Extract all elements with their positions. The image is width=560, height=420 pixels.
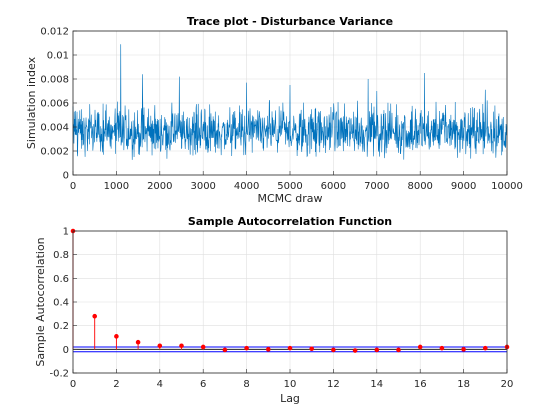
x-tick-label: 16 (414, 379, 427, 390)
y-tick-label: 0.002 (40, 147, 69, 158)
trace-plot-axes: 0 1000 2000 3000 4000 5000 6000 7000 8000 9000 100… (25, 15, 523, 205)
acf-point (114, 334, 119, 339)
acf-point (179, 343, 184, 349)
y-tick-label: 1 (63, 227, 69, 238)
acf-axes: 0 2 4 6 8 10 12 14 16 18 20 -0.200.20.40.60.81 Sam… (34, 215, 513, 405)
x-tick-label: 7000 (364, 181, 389, 192)
y-tick-label: 0.012 (40, 27, 69, 38)
y-tick-label: 0.6 (53, 274, 69, 285)
trace-plot-y-ticks: 0 0.002 0.004 0.006 0.008 0.01 0.012 (40, 27, 77, 182)
x-tick-label: 0 (70, 379, 76, 390)
acf-stems (70, 228, 510, 353)
acf-point (309, 346, 315, 352)
acf-point (461, 347, 466, 352)
acf-point (157, 343, 163, 349)
x-tick-label: 18 (457, 379, 470, 390)
x-tick-label: 4000 (234, 181, 259, 192)
x-tick-label: 12 (327, 379, 340, 390)
x-tick-label: 8 (243, 379, 249, 390)
y-tick-label: 0 (63, 171, 69, 182)
acf-point (222, 347, 228, 353)
acf-point (352, 348, 358, 353)
y-tick-label: 0.2 (53, 321, 69, 332)
acf-point (200, 344, 206, 350)
acf-point (92, 313, 97, 319)
y-tick-label: 0.8 (53, 250, 69, 261)
acf-point (244, 345, 249, 351)
trace-series-line (72, 44, 508, 160)
acf-y-ticks: -0.2 0 0.2 0.4 0.6 0.8 1 (49, 227, 77, 380)
y-tick-label: 0.01 (47, 51, 69, 62)
x-tick-label: 1000 (104, 181, 129, 192)
x-tick-label: 5000 (277, 181, 302, 192)
x-tick-label: 2000 (147, 181, 172, 192)
acf-xlabel: Lag (280, 392, 300, 405)
acf-point (287, 345, 293, 351)
acf-point (439, 345, 445, 351)
y-tick-label: 0 (63, 345, 69, 356)
trace-plot-title: Trace plot - Disturbance Variance (187, 15, 393, 28)
x-tick-label: 20 (501, 379, 514, 390)
acf-point (483, 345, 488, 351)
acf-x-ticks: 0 2 4 6 8 10 12 14 16 18 20 (70, 369, 514, 390)
acf-title: Sample Autocorrelation Function (188, 215, 392, 228)
x-tick-label: 8000 (407, 181, 432, 192)
acf-point (396, 347, 401, 353)
acf-point (135, 339, 141, 345)
acf-point (417, 344, 423, 350)
trace-plot-x-ticks: 0 1000 2000 3000 4000 5000 6000 7000 8000 9000 100… (70, 171, 523, 192)
x-tick-label: 3000 (190, 181, 215, 192)
x-tick-label: 9000 (451, 181, 476, 192)
y-tick-label: -0.2 (49, 369, 69, 380)
acf-point (331, 347, 336, 353)
x-tick-label: 10 (284, 379, 297, 390)
y-tick-label: 0.004 (40, 123, 69, 134)
x-tick-label: 0 (70, 181, 76, 192)
x-tick-label: 6 (200, 379, 206, 390)
y-tick-label: 0.006 (40, 99, 69, 110)
x-tick-label: 14 (370, 379, 383, 390)
acf-point (266, 347, 271, 352)
x-tick-label: 4 (157, 379, 163, 390)
trace-plot-xlabel: MCMC draw (257, 192, 322, 205)
x-tick-label: 6000 (321, 181, 346, 192)
acf-ylabel: Sample Autocorrelation (34, 237, 47, 366)
y-tick-label: 0.4 (53, 298, 69, 309)
trace-plot-ylabel: Simulation index (25, 56, 38, 149)
x-tick-label: 2 (113, 379, 119, 390)
acf-point (374, 347, 380, 353)
x-tick-label: 10000 (491, 181, 523, 192)
y-tick-label: 0.008 (40, 75, 69, 86)
